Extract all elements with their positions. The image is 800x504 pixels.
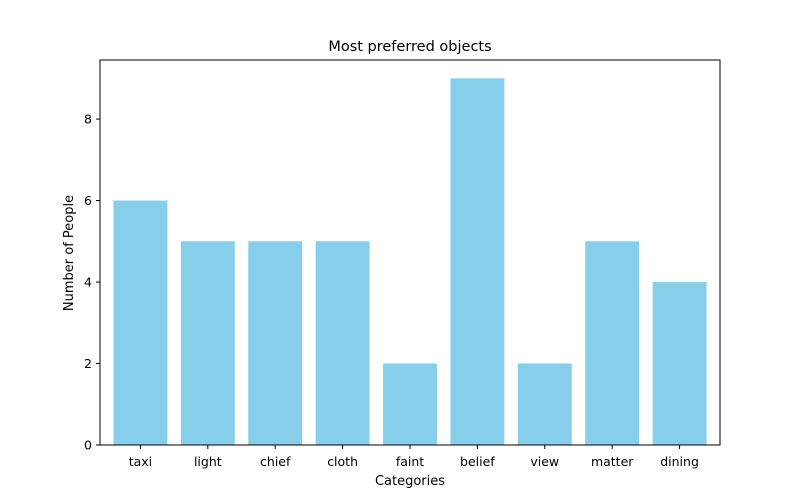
bar-light xyxy=(180,241,235,445)
x-tick-label: dining xyxy=(660,454,699,469)
x-tick-label: chief xyxy=(260,454,291,469)
bar-taxi xyxy=(113,200,168,445)
bar-belief xyxy=(450,78,505,445)
y-tick-label: 2 xyxy=(84,356,92,371)
x-tick-label: taxi xyxy=(129,454,152,469)
y-tick-label: 4 xyxy=(84,275,92,290)
bars-layer xyxy=(113,78,707,445)
x-axis-label: Categories xyxy=(375,474,445,489)
bar-cloth xyxy=(315,241,370,445)
bar-dining xyxy=(652,282,707,445)
y-tick-label: 8 xyxy=(84,112,92,127)
x-tick-label: faint xyxy=(396,454,424,469)
x-tick-label: view xyxy=(530,454,559,469)
x-tick-label: light xyxy=(194,454,222,469)
bar-matter xyxy=(585,241,640,445)
bar-faint xyxy=(383,363,437,445)
x-tick-label: belief xyxy=(460,454,495,469)
axes-layer: 0 2 4 6 8 taxi light chief cloth faint belief view m… xyxy=(84,59,721,469)
bar-chief xyxy=(248,241,303,445)
y-tick-label: 6 xyxy=(84,193,92,208)
bar-view xyxy=(517,363,572,445)
y-axis-label: Number of People xyxy=(62,195,77,311)
chart-title: Most preferred objects xyxy=(328,39,491,55)
x-tick-label: cloth xyxy=(327,454,358,469)
y-tick-label: 0 xyxy=(84,438,92,453)
x-tick-label: matter xyxy=(591,454,634,469)
